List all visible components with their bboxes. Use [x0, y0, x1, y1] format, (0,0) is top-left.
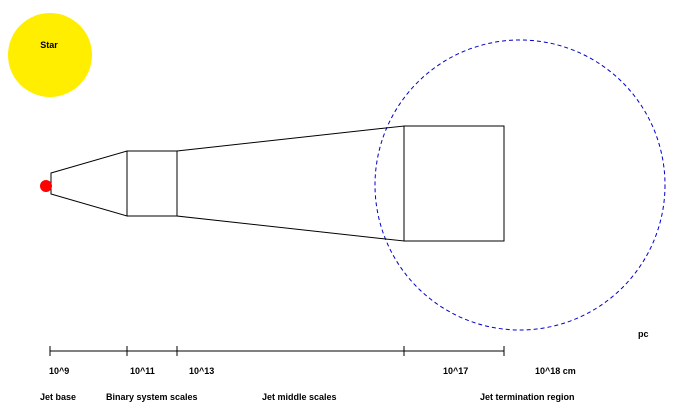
region-label-jet-termination: Jet termination region [480, 392, 575, 402]
star-label: Star [40, 40, 58, 50]
tick-label-10e18: 10^18 cm [535, 366, 576, 376]
region-label-jet-middle: Jet middle scales [262, 392, 337, 402]
tick-label-10e9: 10^9 [49, 366, 69, 376]
tick-label-10e11: 10^11 [130, 366, 155, 376]
jet-middle-cone [176, 125, 405, 242]
region-label-binary-system: Binary system scales [106, 392, 198, 402]
parsec-label: pc [638, 329, 649, 339]
tick-label-10e17: 10^17 [443, 366, 468, 376]
tick-label-10e13: 10^13 [189, 366, 214, 376]
star-circle [8, 13, 92, 97]
jet-termination-box [403, 125, 505, 242]
binary-system-box [126, 150, 178, 217]
region-label-jet-base: Jet base [40, 392, 76, 402]
jet-base-cone [50, 150, 128, 217]
compact-object-dot [40, 180, 52, 192]
parsec-dashed-circle [374, 39, 666, 331]
